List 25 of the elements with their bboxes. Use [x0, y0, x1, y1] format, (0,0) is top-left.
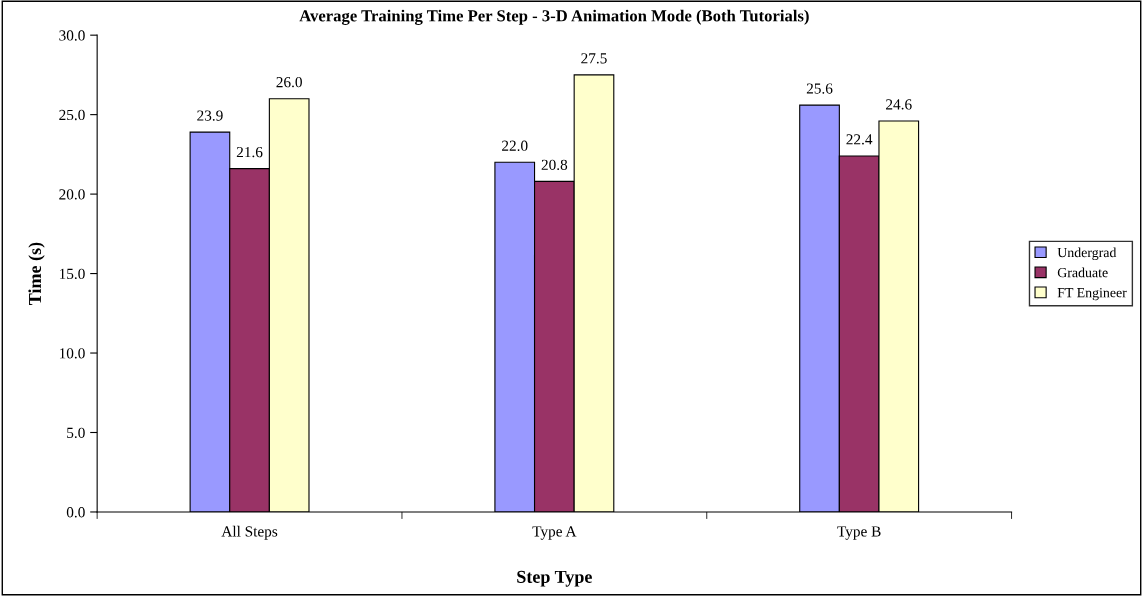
legend-label: Undergrad	[1057, 247, 1117, 261]
y-tick-label: 20.0	[59, 189, 85, 200]
x-axis-title: Step Type	[517, 570, 592, 587]
y-tick-label: 10.0	[59, 348, 85, 359]
chart-title: Average Training Time Per Step - 3-D Animation Mode (Both Tutorials)	[299, 9, 809, 25]
x-tick-label: Type A	[532, 526, 577, 540]
x-tick-label: Type B	[837, 526, 881, 540]
text: 26.0	[276, 76, 302, 88]
text: 22.4	[846, 134, 873, 145]
text: 21.6	[236, 146, 263, 158]
y-tick-label: 5.0	[67, 427, 85, 439]
y-axis-title: Time (s)	[28, 242, 45, 305]
legend-label: Graduate	[1057, 267, 1108, 278]
y-tick-label: 0.0	[66, 507, 85, 518]
y-tick-label: 15.0	[59, 268, 85, 280]
legend-label: FT Engineer	[1057, 288, 1127, 301]
x-tick-label: All Steps	[221, 525, 278, 540]
text: 22.0	[502, 140, 528, 151]
y-tick-label: 30.0	[59, 30, 85, 41]
text: 25.6	[806, 83, 833, 94]
text: 27.5	[581, 53, 607, 64]
y-tick-label: 25.0	[59, 109, 85, 121]
text: 20.8	[541, 159, 568, 171]
text: 24.6	[886, 99, 912, 110]
text: 23.9	[197, 110, 223, 121]
